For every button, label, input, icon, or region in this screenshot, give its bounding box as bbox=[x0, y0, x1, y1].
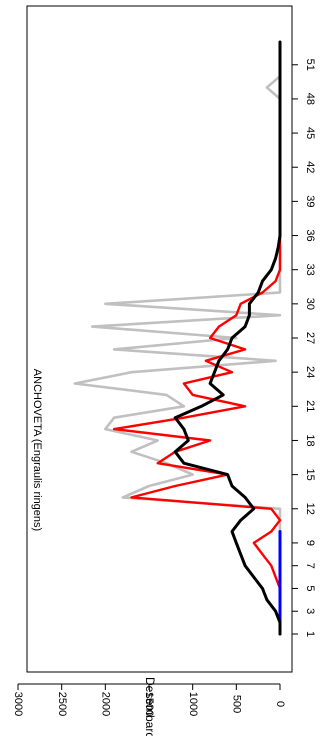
value-tick-label: 500 bbox=[230, 695, 242, 713]
series-line-2 bbox=[112, 40, 282, 636]
plot-frame bbox=[26, 5, 293, 673]
week-tick-label: 9 bbox=[304, 540, 316, 546]
value-tick-label: 2000 bbox=[99, 692, 111, 716]
series-line-1 bbox=[73, 40, 282, 636]
week-tick-label: 15 bbox=[304, 468, 316, 480]
week-tick-label: 33 bbox=[304, 264, 316, 276]
week-tick-label: 5 bbox=[304, 585, 316, 591]
value-tick-label: 3000 bbox=[12, 692, 24, 716]
chart-title: ANCHOVETA (Engraulis ringens) bbox=[31, 369, 43, 531]
value-axis-label: Desembarque (t) bbox=[143, 677, 157, 736]
week-tick-label: 48 bbox=[304, 93, 316, 105]
week-tick-label: 42 bbox=[304, 161, 316, 173]
week-tick-label: 45 bbox=[304, 127, 316, 139]
week-tick-label: 21 bbox=[304, 400, 316, 412]
week-tick-label: 24 bbox=[304, 366, 316, 378]
week-tick-label: 30 bbox=[304, 298, 316, 310]
value-tick-label: 1000 bbox=[187, 692, 199, 716]
value-tick-label: 2500 bbox=[56, 692, 68, 716]
week-tick-label: 51 bbox=[304, 59, 316, 71]
series-line-4 bbox=[173, 40, 282, 636]
week-tick-label: 12 bbox=[304, 503, 316, 515]
week-tick-label: 7 bbox=[304, 563, 316, 569]
week-tick-label: 3 bbox=[304, 608, 316, 614]
week-tick-label: 36 bbox=[304, 229, 316, 241]
value-tick-label: 0 bbox=[274, 701, 286, 707]
week-tick-label: 39 bbox=[304, 195, 316, 207]
week-tick-label: 18 bbox=[304, 434, 316, 446]
week-tick-label: 27 bbox=[304, 332, 316, 344]
value-tick-label: 1500 bbox=[143, 692, 155, 716]
week-tick-label: 1 bbox=[304, 631, 316, 637]
